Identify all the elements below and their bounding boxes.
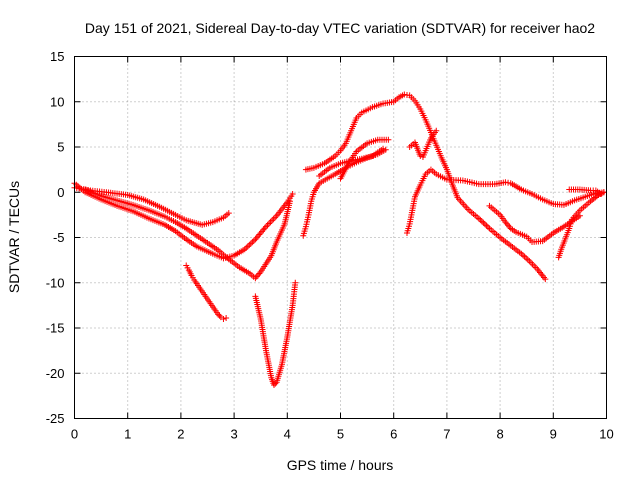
x-tick-label: 9 <box>550 427 557 442</box>
x-axis-label: GPS time / hours <box>287 457 394 473</box>
data-point <box>266 220 273 227</box>
data-point <box>271 382 277 389</box>
series-track-4 <box>183 262 230 322</box>
data-point <box>223 315 230 322</box>
x-tick-label: 5 <box>337 427 344 442</box>
x-tick-label: 1 <box>124 427 131 442</box>
data-point <box>259 228 266 235</box>
data-point <box>252 236 259 243</box>
x-tick-label: 8 <box>496 427 503 442</box>
series-track-10 <box>404 166 607 236</box>
axis-ticks: 0 1 2 3 4 5 6 7 8 9 10 -25 -20 -15 -10 -5 0 5 10 15 <box>46 49 614 442</box>
x-tick-label: 4 <box>284 427 291 442</box>
plot-frame <box>74 56 607 419</box>
data-point <box>255 233 262 240</box>
data-point <box>253 273 260 280</box>
data-point <box>269 217 276 224</box>
data-point <box>270 215 277 222</box>
y-axis-label: SDTVAR / TECUs <box>6 181 22 293</box>
data-point <box>215 311 222 318</box>
y-tick-label: 15 <box>50 49 64 64</box>
data-point <box>524 256 531 263</box>
series-track-13 <box>555 189 607 261</box>
data-point <box>484 224 491 231</box>
data-point <box>261 225 268 232</box>
data-point <box>478 218 485 225</box>
data-markers <box>71 91 607 389</box>
y-tick-label: -15 <box>46 321 65 336</box>
y-tick-label: -20 <box>46 366 65 381</box>
data-point <box>433 127 440 134</box>
series-track-12 <box>486 202 583 246</box>
series-track-7 <box>302 91 549 283</box>
series-track-1 <box>71 184 232 228</box>
data-point <box>480 219 487 226</box>
data-point <box>272 380 279 387</box>
data-point <box>263 223 270 230</box>
data-point <box>519 252 526 259</box>
data-point <box>272 214 279 221</box>
series-track-8 <box>316 145 387 179</box>
data-point <box>542 276 549 283</box>
series-track-11 <box>406 127 440 160</box>
x-tick-label: 7 <box>443 427 450 442</box>
chart-title: Day 151 of 2021, Sidereal Day-to-day VTE… <box>85 20 595 36</box>
data-point <box>521 253 528 260</box>
data-point <box>505 222 512 229</box>
data-point <box>225 210 232 217</box>
x-tick-label: 3 <box>230 427 237 442</box>
y-tick-label: -5 <box>53 230 65 245</box>
data-point <box>260 226 267 233</box>
data-point <box>481 221 488 228</box>
data-point <box>257 229 264 236</box>
data-point <box>483 222 490 229</box>
x-tick-label: 0 <box>71 427 78 442</box>
data-point <box>216 312 223 319</box>
data-point <box>506 223 513 230</box>
series-track-14 <box>566 186 605 198</box>
data-point <box>250 237 257 244</box>
data-point <box>385 136 392 143</box>
y-tick-label: -25 <box>46 411 65 426</box>
data-point <box>244 243 251 250</box>
data-point <box>417 153 424 160</box>
y-tick-label: 0 <box>57 185 64 200</box>
y-tick-label: 10 <box>50 94 64 109</box>
data-point <box>264 222 271 229</box>
data-point <box>477 216 484 223</box>
data-point <box>292 279 299 286</box>
data-point <box>289 191 296 198</box>
data-point <box>256 231 263 238</box>
data-point <box>247 240 254 247</box>
series-track-3 <box>82 186 293 282</box>
x-tick-label: 2 <box>177 427 184 442</box>
data-point <box>503 220 510 227</box>
data-point <box>246 241 253 248</box>
series-track-2 <box>71 180 296 262</box>
y-tick-label: 5 <box>57 140 64 155</box>
data-point <box>523 255 530 262</box>
y-tick-label: -10 <box>46 275 65 290</box>
data-point <box>220 315 227 322</box>
data-point <box>286 198 293 205</box>
data-point <box>598 191 605 198</box>
data-point <box>380 145 387 152</box>
data-point <box>249 239 256 246</box>
data-point <box>253 234 260 241</box>
x-tick-label: 6 <box>390 427 397 442</box>
data-point <box>267 218 274 225</box>
series-track-9 <box>337 136 392 182</box>
series-track-5 <box>252 279 299 389</box>
x-tick-label: 10 <box>599 427 613 442</box>
